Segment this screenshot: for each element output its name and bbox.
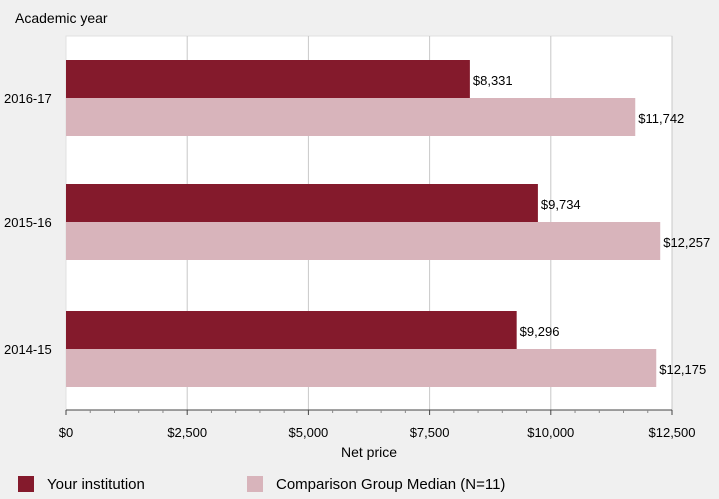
bar-comparison-group-2014-15 bbox=[66, 349, 657, 387]
bar-value-label: $8,331 bbox=[473, 73, 513, 88]
bar-comparison-group-2016-17 bbox=[66, 98, 636, 136]
legend-item-comparison-group: Comparison Group Median (N=11) bbox=[247, 474, 505, 494]
bar-value-label: $9,296 bbox=[520, 324, 560, 339]
bar-comparison-group-2015-16 bbox=[66, 222, 661, 260]
bar-your-institution-2016-17 bbox=[66, 60, 470, 98]
bar-value-label: $12,257 bbox=[663, 235, 710, 250]
bar-value-labels: $8,331 $11,742 $9,734 $12,257 $9,296 $12,175 bbox=[473, 73, 710, 377]
bar-your-institution-2014-15 bbox=[66, 311, 517, 349]
x-tick-label: $7,500 bbox=[410, 425, 450, 440]
y-tick-label: 2015-16 bbox=[4, 215, 52, 230]
y-tick-label: 2016-17 bbox=[4, 91, 52, 106]
x-tick-label: $0 bbox=[59, 425, 73, 440]
y-tick-label: 2014-15 bbox=[4, 342, 52, 357]
x-tick-label: $2,500 bbox=[167, 425, 207, 440]
bar-value-label: $12,175 bbox=[659, 362, 706, 377]
legend-label-your-institution: Your institution bbox=[47, 475, 145, 493]
x-tick-label: $12,500 bbox=[649, 425, 696, 440]
y-axis-title: Academic year bbox=[15, 10, 108, 26]
y-axis-tick-labels: 2016-17 2015-16 2014-15 bbox=[4, 91, 52, 357]
x-tick-label: $10,000 bbox=[527, 425, 574, 440]
x-axis-title: Net price bbox=[341, 444, 397, 460]
legend-swatch-comparison-group bbox=[247, 476, 263, 492]
x-axis-ticks: $0 $2,500 $5,000 $7,500 $10,000 $12,500 bbox=[59, 410, 696, 440]
x-tick-label: $5,000 bbox=[289, 425, 329, 440]
legend-swatch-your-institution bbox=[18, 476, 34, 492]
bar-series bbox=[66, 60, 661, 387]
legend-label-comparison-group: Comparison Group Median (N=11) bbox=[276, 475, 506, 493]
legend-item-your-institution: Your institution bbox=[18, 474, 145, 494]
bar-your-institution-2015-16 bbox=[66, 184, 538, 222]
bar-value-label: $11,742 bbox=[638, 111, 684, 126]
bar-value-label: $9,734 bbox=[541, 197, 581, 212]
